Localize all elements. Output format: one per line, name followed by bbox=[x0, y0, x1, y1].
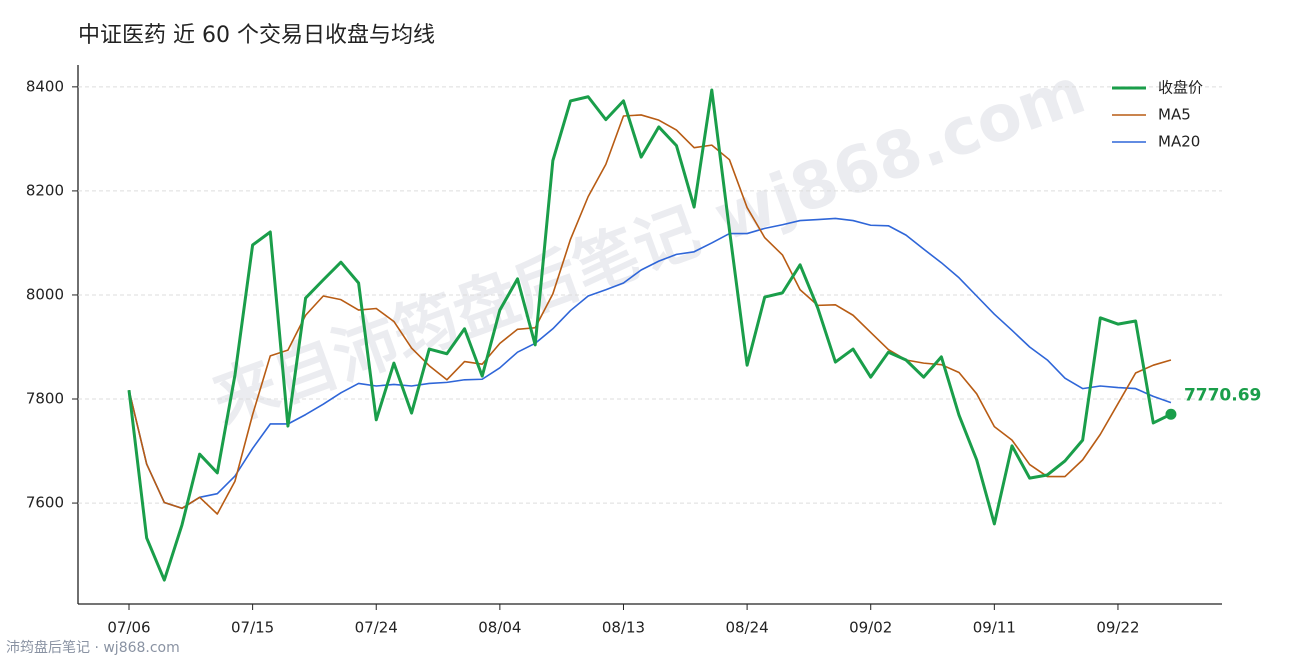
legend-label: 收盘价 bbox=[1158, 79, 1203, 97]
series-line bbox=[128, 217, 1172, 510]
x-tick-label: 07/06 bbox=[107, 619, 150, 637]
y-tick-label: 7600 bbox=[26, 494, 64, 512]
last-point bbox=[1165, 408, 1177, 420]
last-value-label: 7770.69 bbox=[1184, 385, 1261, 405]
y-tick-label: 8000 bbox=[26, 285, 64, 303]
y-tick-label: 8400 bbox=[26, 77, 64, 95]
series-line bbox=[127, 88, 1172, 582]
x-tick-label: 08/13 bbox=[602, 619, 645, 637]
x-tick-label: 08/24 bbox=[725, 619, 768, 637]
watermark: 来自沛筠盘后笔记 wj868.com bbox=[203, 54, 1095, 439]
chart-title: 中证医药 近 60 个交易日收盘与均线 bbox=[78, 23, 435, 48]
x-tick-label: 07/15 bbox=[231, 619, 274, 637]
x-tick-label: 07/24 bbox=[355, 619, 398, 637]
legend-label: MA5 bbox=[1158, 106, 1191, 124]
legend-label: MA20 bbox=[1158, 133, 1200, 151]
x-tick-label: 08/04 bbox=[478, 619, 521, 637]
y-tick-label: 7800 bbox=[26, 390, 64, 408]
footer: 沛筠盘后笔记 · wj868.com bbox=[6, 639, 180, 656]
x-tick-label: 09/22 bbox=[1096, 619, 1139, 637]
x-tick-label: 09/02 bbox=[849, 619, 892, 637]
y-tick-label: 8200 bbox=[26, 181, 64, 199]
x-tick-label: 09/11 bbox=[973, 619, 1016, 637]
series-line bbox=[128, 114, 1172, 515]
